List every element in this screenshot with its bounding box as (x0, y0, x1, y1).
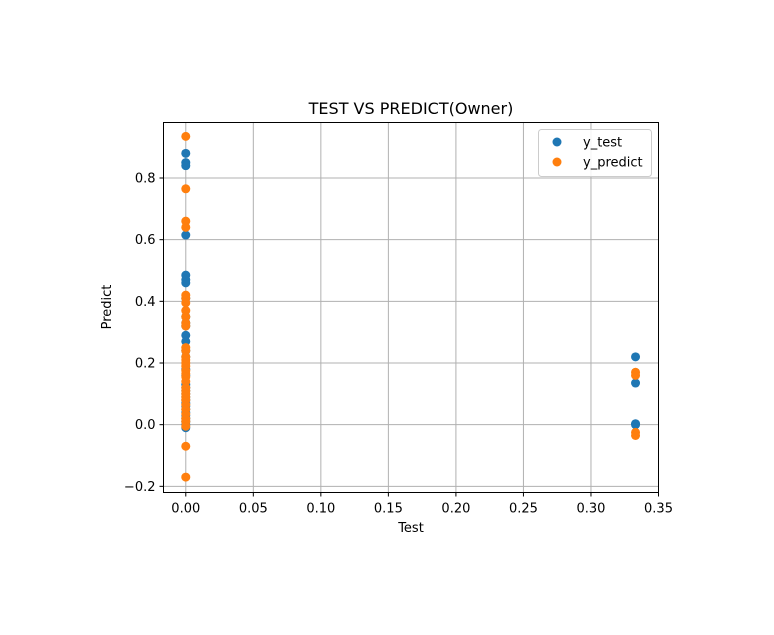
scatter-point (181, 184, 191, 194)
x-tick-label: 0.35 (644, 502, 673, 517)
scatter-point (631, 430, 641, 440)
legend-box (538, 129, 652, 177)
scatter-point (181, 298, 191, 308)
y-tick-label: 0.8 (135, 172, 156, 187)
x-axis-ticks: 0.00 0.05 0.10 0.15 0.20 0.25 0.30 0.35 (171, 492, 673, 517)
scatter-point (631, 420, 641, 430)
scatter-point (631, 378, 641, 388)
series-y-test (181, 148, 641, 433)
scatter-point (181, 216, 191, 226)
y-tick-label: 0.2 (135, 357, 156, 372)
scatter-point (181, 377, 191, 386)
legend-label-y-predict: y_predict (583, 156, 643, 171)
scatter-point (181, 230, 191, 240)
series-y-predict (181, 131, 641, 482)
x-tick-label: 0.25 (509, 502, 538, 517)
x-tick-label: 0.20 (441, 502, 470, 517)
x-tick-label: 0.15 (374, 502, 403, 517)
legend-marker-y-test (552, 137, 562, 147)
y-axis-label: Predict (100, 285, 115, 330)
legend: y_test y_predict (538, 129, 652, 177)
x-axis-label: Test (397, 521, 424, 536)
scatter-point (181, 441, 191, 451)
scatter-point (631, 370, 641, 380)
scatter-point (181, 222, 191, 232)
x-tick-label: 0.10 (306, 502, 335, 517)
scatter-point (181, 278, 191, 288)
scatter-point (181, 421, 191, 431)
y-tick-label: 0.0 (135, 418, 156, 433)
scatter-point (181, 472, 191, 482)
scatter-point (181, 383, 191, 393)
plot-frame (163, 122, 659, 493)
x-tick-label: 0.00 (171, 502, 200, 517)
y-tick-label: −0.2 (124, 480, 156, 495)
y-axis-ticks: −0.2 0.0 0.2 0.4 0.6 0.8 (124, 172, 164, 495)
legend-marker-y-predict (552, 157, 562, 167)
grid (163, 122, 659, 493)
legend-label-y-test: y_test (583, 136, 622, 151)
scatter-point (181, 312, 191, 322)
y-tick-label: 0.6 (135, 233, 156, 248)
scatter-point (181, 346, 191, 356)
chart-title: TEST VS PREDICT(Owner) (308, 99, 514, 118)
scatter-point (181, 389, 191, 399)
scatter-point (181, 161, 191, 171)
scatter-point (181, 306, 191, 316)
scatter-point (181, 321, 191, 331)
data-points (181, 131, 641, 482)
y-tick-label: 0.4 (135, 295, 156, 310)
scatter-point (181, 330, 191, 340)
scatter-point (181, 131, 191, 141)
scatter-point (181, 148, 191, 158)
scatter-point (631, 352, 641, 362)
x-tick-label: 0.05 (239, 502, 268, 517)
scatter-point (181, 336, 191, 346)
x-tick-label: 0.30 (576, 502, 605, 517)
